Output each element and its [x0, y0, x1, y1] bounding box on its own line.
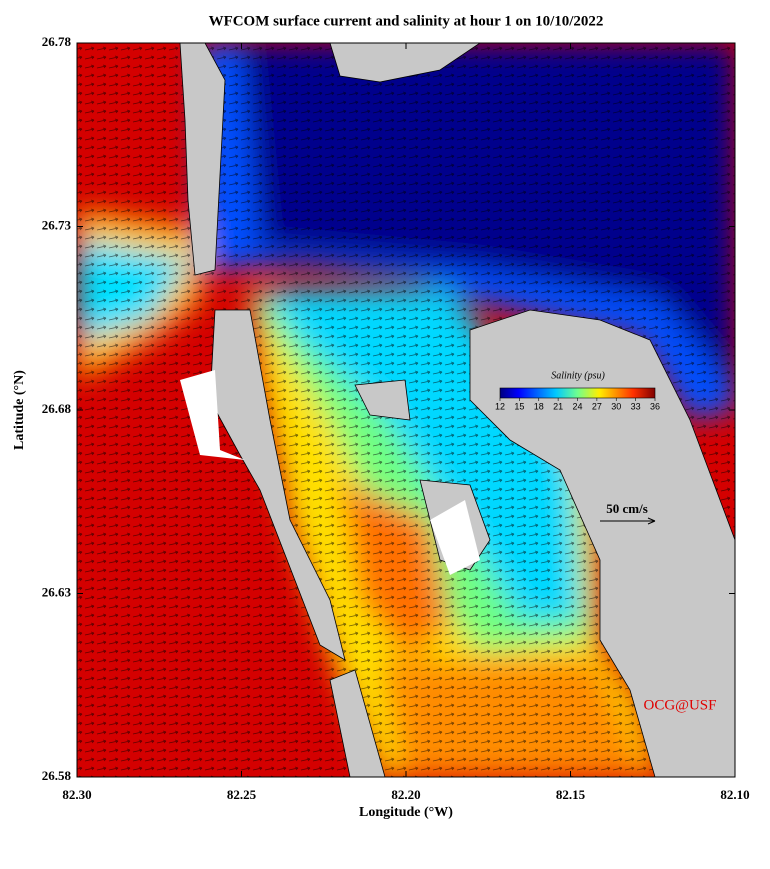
x-tick-label: 82.20: [391, 787, 420, 802]
colorbar-tick-label: 24: [572, 401, 582, 411]
x-tick-label: 82.30: [62, 787, 91, 802]
colorbar-tick-label: 33: [631, 401, 641, 411]
y-tick-label: 26.78: [42, 34, 72, 49]
colorbar-title: Salinity (psu): [551, 370, 605, 381]
dry-area: [180, 370, 480, 575]
scale-label: 50 cm/s: [606, 501, 648, 516]
map-title: WFCOM surface current and salinity at ho…: [209, 13, 604, 29]
colorbar-tick-label: 15: [514, 401, 524, 411]
y-tick-label: 26.73: [42, 217, 72, 232]
colorbar-tick-label: 18: [534, 401, 544, 411]
colorbar-tick-label: 12: [495, 401, 505, 411]
colorbar-tick-label: 30: [611, 401, 621, 411]
colorbar-tick-label: 27: [592, 401, 602, 411]
x-axis-label: Longitude (°W): [359, 805, 453, 820]
colorbar: Salinity (psu) 12 15 18 21 24 27 30 33 36: [495, 370, 660, 411]
scale-arrow: 50 cm/s: [600, 501, 656, 525]
colorbar-ramp: [499, 387, 656, 399]
land: [179, 43, 735, 777]
y-tick-label: 26.63: [42, 584, 72, 599]
y-axis-label: Latitude (°N): [12, 370, 27, 450]
x-tick-label: 82.10: [720, 787, 749, 802]
x-tick-label: 82.15: [556, 787, 586, 802]
y-tick-label: 26.68: [42, 401, 72, 416]
salinity-field: [77, 43, 735, 777]
scale-vector: [600, 517, 656, 525]
y-tick-label: 26.58: [42, 768, 72, 783]
colorbar-tick-label: 21: [553, 401, 563, 411]
colorbar-tick-label: 36: [650, 401, 660, 411]
x-tick-label: 82.25: [227, 787, 257, 802]
credit: OCG@USF: [643, 697, 716, 713]
